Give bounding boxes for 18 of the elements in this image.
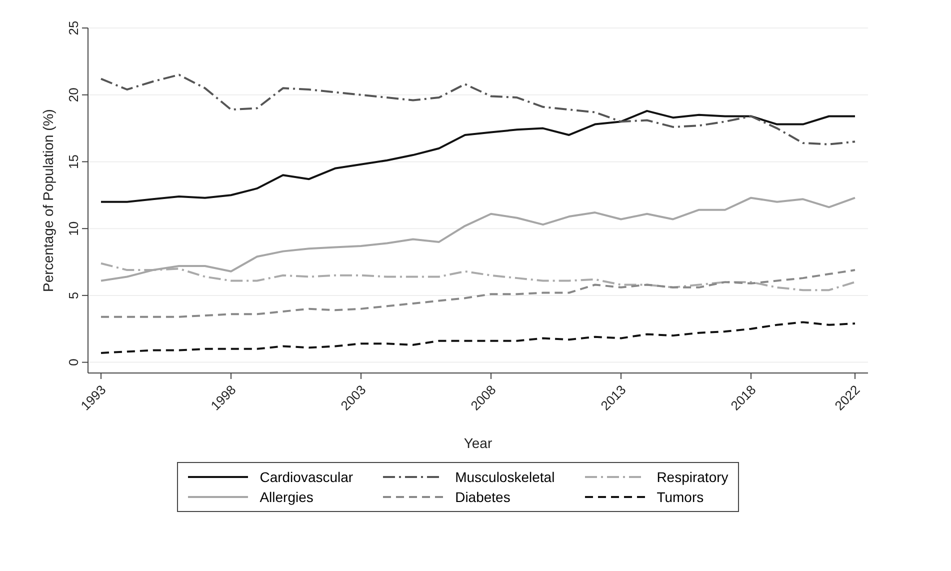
- line-series: [100, 110, 856, 203]
- line-series: [100, 321, 856, 354]
- y-tick-label: 5: [66, 292, 81, 300]
- line-series: [100, 74, 856, 146]
- x-axis-title: Year: [464, 435, 492, 451]
- y-tick-label: 20: [66, 88, 81, 102]
- y-tick-label: 0: [66, 358, 81, 366]
- legend-label: Allergies: [260, 489, 314, 505]
- y-tick-label: 15: [66, 154, 81, 169]
- y-axis-title: Percentage of Population (%): [40, 109, 56, 292]
- legend-label: Cardiovascular: [260, 469, 354, 485]
- legend-label: Musculoskeletal: [455, 469, 555, 485]
- legend-label: Tumors: [656, 489, 704, 505]
- y-tick-label: 10: [66, 221, 81, 236]
- legend-label: Diabetes: [455, 489, 510, 505]
- line-series: [100, 269, 856, 318]
- y-tick-label: 25: [66, 20, 81, 36]
- legend-label: Respiratory: [656, 469, 728, 485]
